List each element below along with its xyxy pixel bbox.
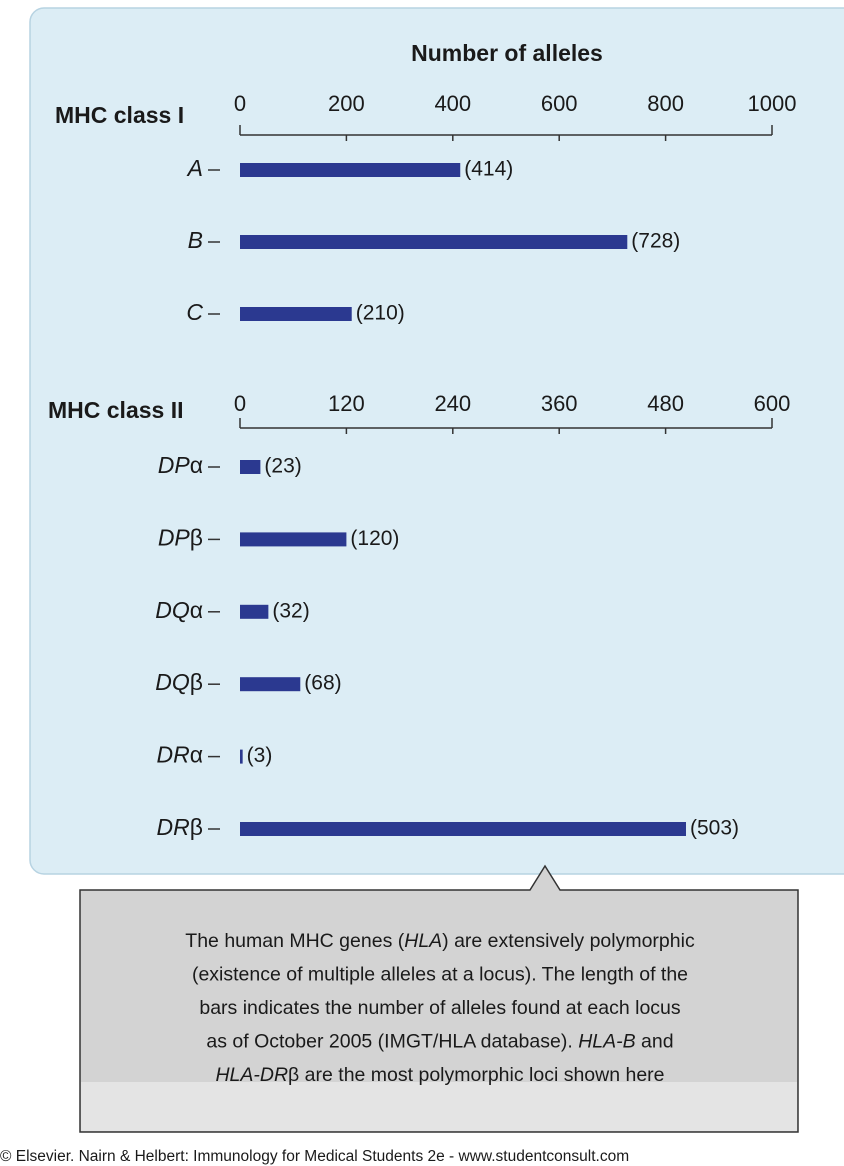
caption: The human MHC genes (HLA) are extensivel… xyxy=(185,930,695,1086)
caption-box xyxy=(79,864,799,1133)
bar xyxy=(240,749,243,764)
caption-run: bars indicates the number of alleles fou… xyxy=(199,997,681,1019)
caption-run: (existence of multiple alleles at a locu… xyxy=(192,964,688,986)
caption-line: as of October 2005 (IMGT/HLA database). … xyxy=(206,1031,673,1053)
x-tick-label: 0 xyxy=(234,391,246,416)
bar xyxy=(240,307,352,321)
bar xyxy=(240,822,686,836)
category-label: DRβ xyxy=(157,814,203,840)
x-tick-label: 0 xyxy=(234,91,246,116)
category-label-part: DQ xyxy=(155,597,190,623)
bar xyxy=(240,532,347,547)
caption-line: (existence of multiple alleles at a locu… xyxy=(192,964,688,986)
chart-panel xyxy=(29,7,844,875)
bar xyxy=(240,677,301,692)
category-label: A xyxy=(186,155,203,181)
panel-label: MHC class I xyxy=(55,102,184,128)
caption-run: β are the most polymorphic loci shown he… xyxy=(288,1064,664,1086)
category-label: C xyxy=(186,299,203,325)
x-tick-label: 240 xyxy=(434,391,471,416)
caption-line: The human MHC genes (HLA) are extensivel… xyxy=(185,930,695,952)
caption-shade xyxy=(81,1082,797,1131)
panel-label: MHC class II xyxy=(48,397,184,423)
copyright: © Elsevier. Nairn & Helbert: Immunology … xyxy=(0,1148,629,1165)
category-label-part: C xyxy=(186,299,203,325)
category-label-part: DQ xyxy=(155,669,190,695)
x-tick-label: 600 xyxy=(754,391,791,416)
value-label: (210) xyxy=(356,302,405,325)
x-tick-label: 600 xyxy=(541,91,578,116)
category-label: B xyxy=(188,227,203,253)
category-label-part: DP xyxy=(158,524,191,550)
caption-run: The human MHC genes ( xyxy=(185,930,404,952)
bar xyxy=(240,604,269,619)
category-label-part: DR xyxy=(157,814,190,840)
value-label: (414) xyxy=(464,158,513,181)
value-label: (503) xyxy=(690,817,739,840)
category-label-part: α xyxy=(190,742,203,768)
category-label-part: β xyxy=(190,814,203,840)
bar xyxy=(240,460,261,474)
category-label-part: β xyxy=(190,669,203,695)
value-label: (3) xyxy=(247,744,273,767)
caption-line: HLA-DRβ are the most polymorphic loci sh… xyxy=(215,1064,664,1086)
value-label: (68) xyxy=(304,672,341,695)
bar xyxy=(240,235,628,249)
category-label-part: B xyxy=(188,227,203,253)
category-label-part: A xyxy=(186,155,203,181)
category-label-part: DR xyxy=(156,742,189,768)
x-tick-label: 200 xyxy=(328,91,365,116)
category-label-part: β xyxy=(190,524,203,550)
category-label: DRα xyxy=(156,742,203,768)
caption-run: and xyxy=(636,1031,674,1053)
category-label-part: DP xyxy=(158,452,191,478)
x-tick-label: 400 xyxy=(434,91,471,116)
caption-run: ) are extensively polymorphic xyxy=(442,930,695,952)
caption-line: bars indicates the number of alleles fou… xyxy=(199,997,681,1019)
category-label: DQβ xyxy=(155,669,203,695)
caption-run: HLA xyxy=(404,930,442,952)
category-label-part: α xyxy=(190,597,203,623)
caption-run: as of October 2005 (IMGT/HLA database). xyxy=(206,1031,578,1053)
caption-run: HLA-B xyxy=(578,1031,635,1053)
x-tick-label: 800 xyxy=(647,91,684,116)
category-label: DPα xyxy=(158,452,203,478)
value-label: (728) xyxy=(631,230,680,253)
x-tick-label: 480 xyxy=(647,391,684,416)
value-label: (120) xyxy=(350,527,399,550)
chart-title: Number of alleles xyxy=(411,40,603,66)
category-label: DQα xyxy=(155,597,203,623)
x-tick-label: 1000 xyxy=(748,91,797,116)
value-label: (32) xyxy=(272,599,309,622)
caption-run: HLA-DR xyxy=(215,1064,288,1086)
category-label: DPβ xyxy=(158,524,203,550)
bar xyxy=(240,163,461,177)
category-label-part: α xyxy=(190,452,203,478)
x-tick-label: 120 xyxy=(328,391,365,416)
x-tick-label: 360 xyxy=(541,391,578,416)
value-label: (23) xyxy=(264,455,301,478)
